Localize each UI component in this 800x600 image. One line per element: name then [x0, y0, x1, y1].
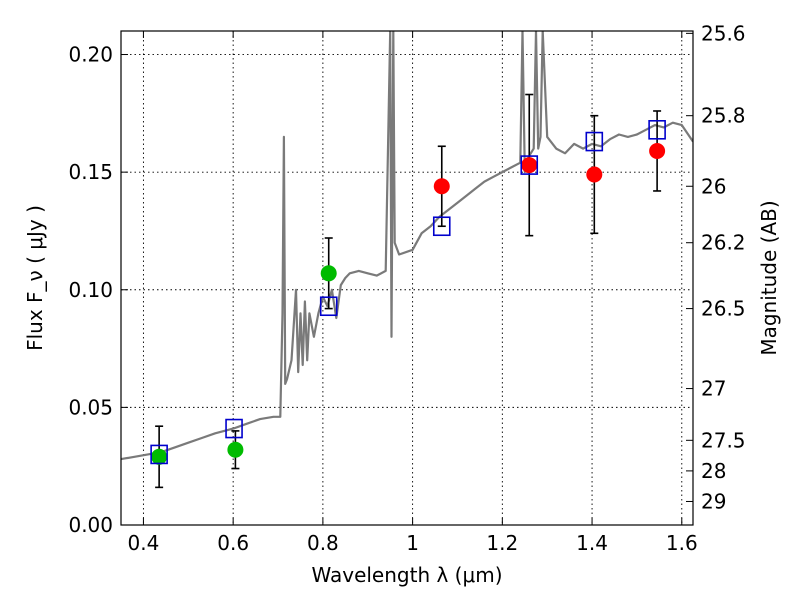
model-spectrum-line: [121, 31, 693, 461]
x-axis-label: Wavelength λ (μm): [311, 563, 502, 587]
right-tick-label: 28: [701, 459, 726, 483]
plot-area: [121, 31, 693, 461]
red-data-point: [521, 157, 538, 174]
y-tick-label: 0.00: [68, 513, 113, 537]
x-tick-label: 1.4: [576, 531, 608, 555]
model-flux-square: [648, 120, 666, 140]
y-axis-label-right: Magnitude (AB): [757, 200, 781, 355]
model-flux-square: [319, 296, 338, 317]
red-data-point: [433, 178, 450, 195]
tick-layer: 0.4 0.6 0.8 1 1.2 1.4 1.6 0.00 0.05 0.10 0.15 0.20 2…: [68, 21, 745, 555]
model-flux-square: [585, 131, 604, 152]
right-tick-label: 25.8: [701, 104, 746, 128]
red-data-point: [649, 142, 666, 159]
x-tick-label: 1.2: [486, 531, 518, 555]
green-data-point: [151, 448, 168, 465]
red-data-point: [586, 166, 603, 183]
right-tick-label: 27: [701, 377, 726, 401]
model-flux-square: [225, 418, 243, 439]
x-tick-label: 0.6: [217, 531, 249, 555]
right-tick-label: 26: [701, 174, 726, 198]
green-data-point: [227, 441, 244, 458]
right-tick-label: 26.5: [701, 297, 746, 321]
green-data-point: [320, 265, 337, 282]
y-axis-label-left: Flux F_ν ( μJy ): [23, 205, 47, 351]
y-tick-label: 0.15: [68, 160, 113, 184]
grid-layer: [121, 31, 693, 526]
y-tick-label: 0.10: [68, 278, 113, 302]
x-tick-label: 1.6: [666, 531, 698, 555]
right-tick-label: 27.5: [701, 428, 746, 452]
model-flux-square: [150, 444, 168, 465]
model-flux-square: [432, 216, 451, 237]
right-tick-label: 26.2: [701, 231, 746, 255]
series-layer: [121, 31, 693, 461]
marker-layer: [150, 93, 666, 489]
right-tick-label: 25.6: [701, 21, 746, 45]
x-tick-label: 1: [406, 531, 419, 555]
right-tick-label: 29: [701, 489, 726, 513]
x-tick-label: 0.4: [128, 531, 160, 555]
plot-frame: [120, 30, 694, 526]
y-tick-label: 0.20: [68, 43, 113, 67]
model-flux-square: [520, 155, 539, 175]
x-tick-label: 0.8: [307, 531, 339, 555]
y-tick-label: 0.05: [68, 395, 113, 419]
